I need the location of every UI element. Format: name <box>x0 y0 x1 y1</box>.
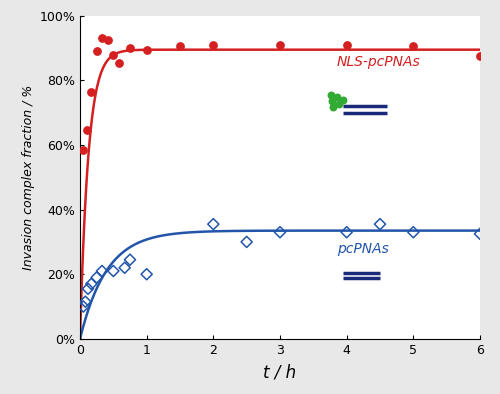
X-axis label: t / h: t / h <box>264 364 296 382</box>
Point <box>410 229 418 235</box>
Point <box>326 92 334 98</box>
Point <box>92 274 100 281</box>
Point <box>330 104 338 110</box>
Point <box>410 43 418 50</box>
Point <box>276 229 284 235</box>
Point <box>342 42 350 48</box>
Point <box>210 221 218 227</box>
Point <box>176 43 184 50</box>
Point <box>80 303 88 310</box>
Point <box>88 89 96 95</box>
Point <box>82 127 90 134</box>
Point <box>276 42 284 48</box>
Point <box>126 45 134 51</box>
Point <box>98 35 106 41</box>
Point <box>98 268 106 274</box>
Point <box>88 281 96 287</box>
Point <box>126 256 134 263</box>
Point <box>334 94 342 100</box>
Point <box>342 229 350 235</box>
Point <box>110 51 118 58</box>
Y-axis label: Invasion complex fraction / %: Invasion complex fraction / % <box>22 85 35 270</box>
Point <box>84 286 92 292</box>
Point <box>92 48 100 54</box>
Point <box>82 299 90 305</box>
Text: pcPNAs: pcPNAs <box>336 242 388 256</box>
Point <box>80 147 88 153</box>
Point <box>476 53 484 59</box>
Point <box>376 221 384 227</box>
Point <box>338 97 346 104</box>
Point <box>242 239 250 245</box>
Point <box>142 46 150 53</box>
Point <box>334 100 342 107</box>
Point <box>104 37 112 43</box>
Point <box>110 268 118 274</box>
Text: NLS-pcPNAs: NLS-pcPNAs <box>336 55 420 69</box>
Point <box>142 271 150 277</box>
Point <box>114 59 122 66</box>
Point <box>120 265 128 271</box>
Point <box>476 231 484 237</box>
Point <box>328 98 336 104</box>
Point <box>210 42 218 48</box>
